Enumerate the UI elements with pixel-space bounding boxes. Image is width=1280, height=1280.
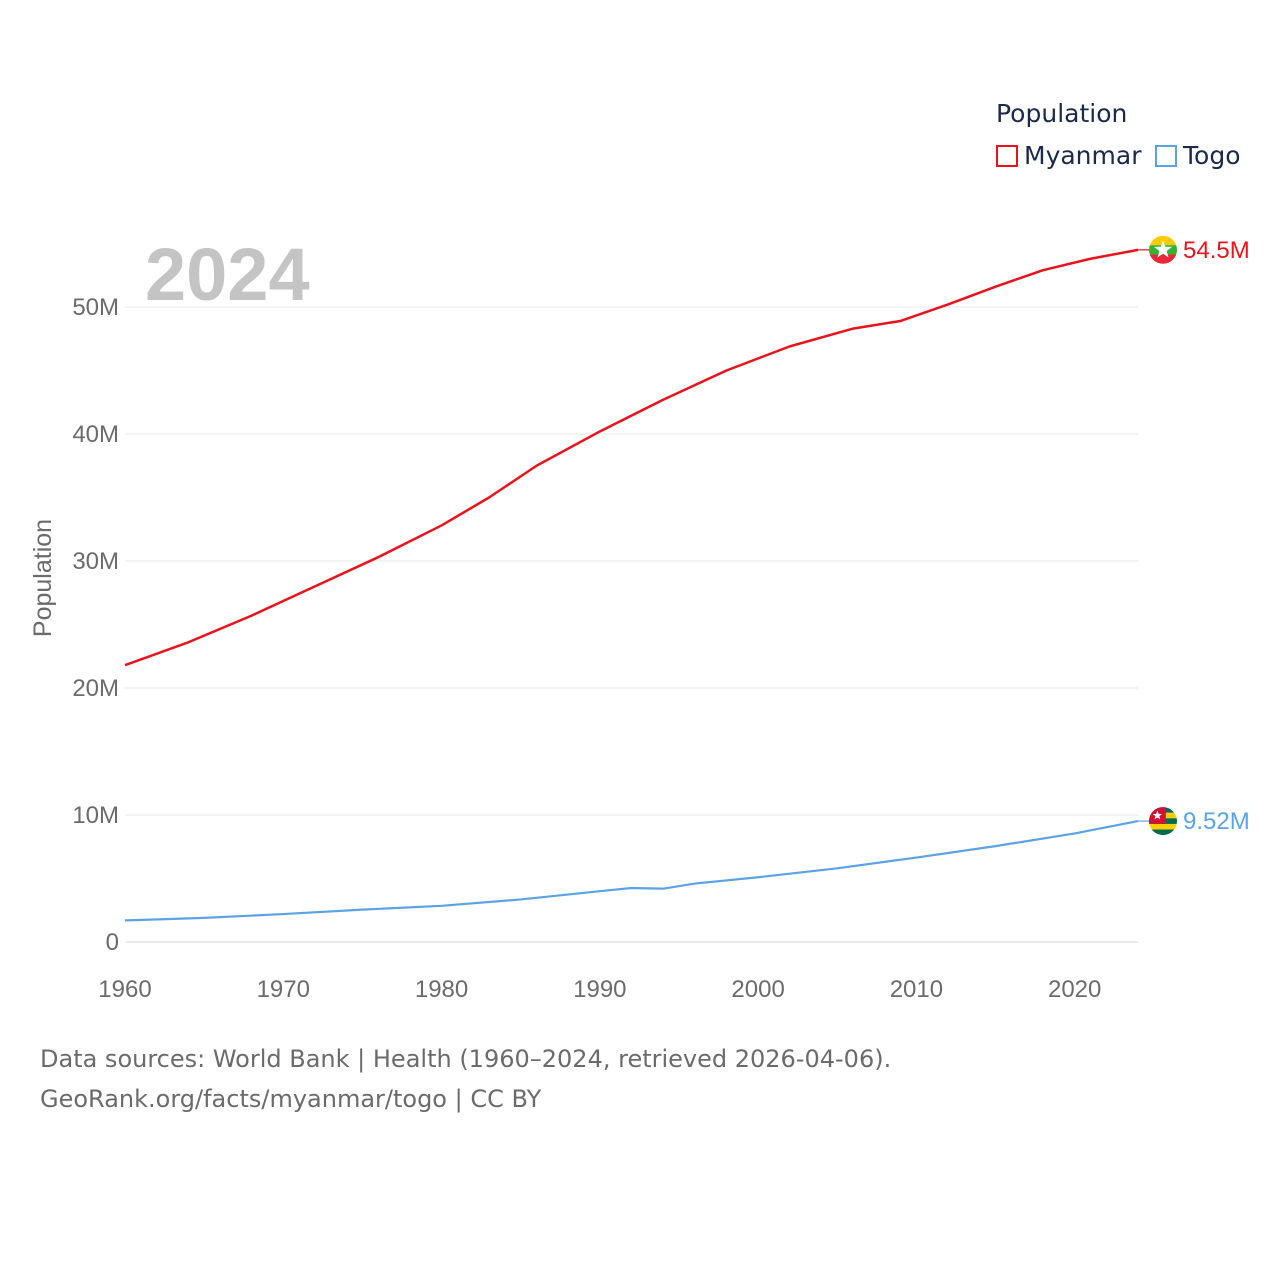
end-markers: 54.5M 9.52M bbox=[1138, 235, 1250, 836]
year-watermark: 2024 bbox=[145, 233, 310, 316]
y-tick-label: 40M bbox=[72, 421, 119, 448]
y-axis-ticks: 0 10M 20M 30M 40M 50M bbox=[72, 294, 119, 956]
x-tick-label: 1990 bbox=[573, 976, 626, 1003]
legend-swatch-togo bbox=[1155, 144, 1177, 167]
x-tick-label: 2020 bbox=[1048, 976, 1101, 1003]
legend-item-togo[interactable]: Togo bbox=[1155, 141, 1240, 170]
footer-sources: Data sources: World Bank | Health (1960–… bbox=[40, 1045, 892, 1073]
end-value-label: 54.5M bbox=[1183, 237, 1250, 264]
y-tick-label: 20M bbox=[72, 675, 119, 702]
series-group bbox=[124, 248, 1139, 922]
legend-label-togo: Togo bbox=[1183, 141, 1241, 170]
x-tick-label: 1960 bbox=[98, 976, 151, 1003]
x-tick-label: 2010 bbox=[890, 976, 943, 1003]
x-axis-ticks: 1960 1970 1980 1990 2000 2010 2020 bbox=[98, 976, 1101, 1003]
legend-label-myanmar: Myanmar bbox=[1024, 141, 1142, 170]
footer-attribution[interactable]: GeoRank.org/facts/myanmar/togo | CC BY bbox=[40, 1085, 542, 1113]
y-tick-label: 0 bbox=[106, 929, 119, 956]
x-tick-label: 1980 bbox=[415, 976, 468, 1003]
y-tick-label: 10M bbox=[72, 802, 119, 829]
y-tick-label: 30M bbox=[72, 548, 119, 575]
legend-title: Population bbox=[996, 99, 1128, 128]
end-value-label: 9.52M bbox=[1183, 808, 1250, 835]
legend-swatch-myanmar bbox=[996, 144, 1018, 167]
grid-lines bbox=[125, 306, 1138, 943]
series-line-togo bbox=[124, 820, 1139, 922]
myanmar-flag-icon bbox=[1149, 235, 1177, 264]
legend-item-myanmar[interactable]: Myanmar bbox=[996, 141, 1141, 170]
series-line-myanmar bbox=[124, 248, 1139, 667]
y-tick-label: 50M bbox=[72, 294, 119, 321]
togo-flag-icon bbox=[1149, 807, 1177, 836]
x-tick-label: 2000 bbox=[731, 976, 784, 1003]
x-tick-label: 1970 bbox=[257, 976, 310, 1003]
y-axis-label: Population bbox=[29, 519, 57, 637]
